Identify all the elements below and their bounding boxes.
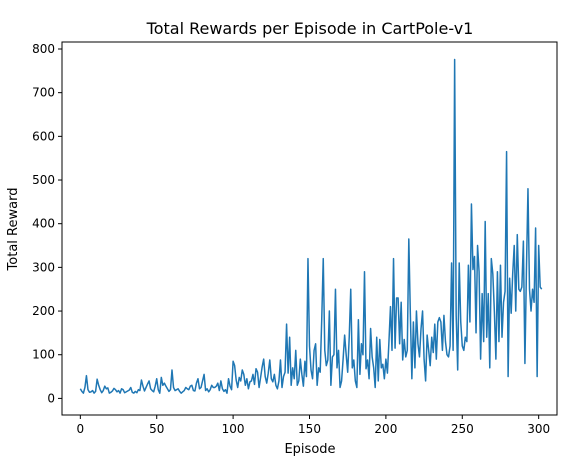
x-tick-label: 200 (374, 422, 397, 436)
y-tick-label: 400 (32, 217, 55, 231)
series-line (79, 58, 543, 394)
y-axis-ticks: 0 100 200 300 400 500 600 700 800 (32, 42, 62, 405)
y-tick-label: 700 (32, 86, 55, 100)
x-axis-ticks: 0 50 100 150 200 250 300 (77, 415, 550, 436)
y-tick-label: 600 (32, 129, 55, 143)
y-tick-label: 0 (47, 391, 55, 405)
x-tick-label: 0 (77, 422, 85, 436)
x-tick-label: 100 (222, 422, 245, 436)
x-axis-label: Episode (284, 442, 335, 457)
x-tick-label: 300 (527, 422, 550, 436)
plot-frame (61, 41, 558, 416)
x-tick-label: 250 (451, 422, 474, 436)
plot-area (61, 41, 558, 416)
y-axis-label: Total Reward (6, 188, 21, 272)
y-tick-label: 800 (32, 42, 55, 56)
chart-title: Total Rewards per Episode in CartPole-v1 (146, 19, 474, 38)
y-tick-label: 300 (32, 260, 55, 274)
y-tick-label: 200 (32, 304, 55, 318)
x-tick-label: 50 (149, 422, 164, 436)
x-tick-label: 150 (298, 422, 321, 436)
y-tick-label: 100 (32, 348, 55, 362)
y-tick-label: 500 (32, 173, 55, 187)
